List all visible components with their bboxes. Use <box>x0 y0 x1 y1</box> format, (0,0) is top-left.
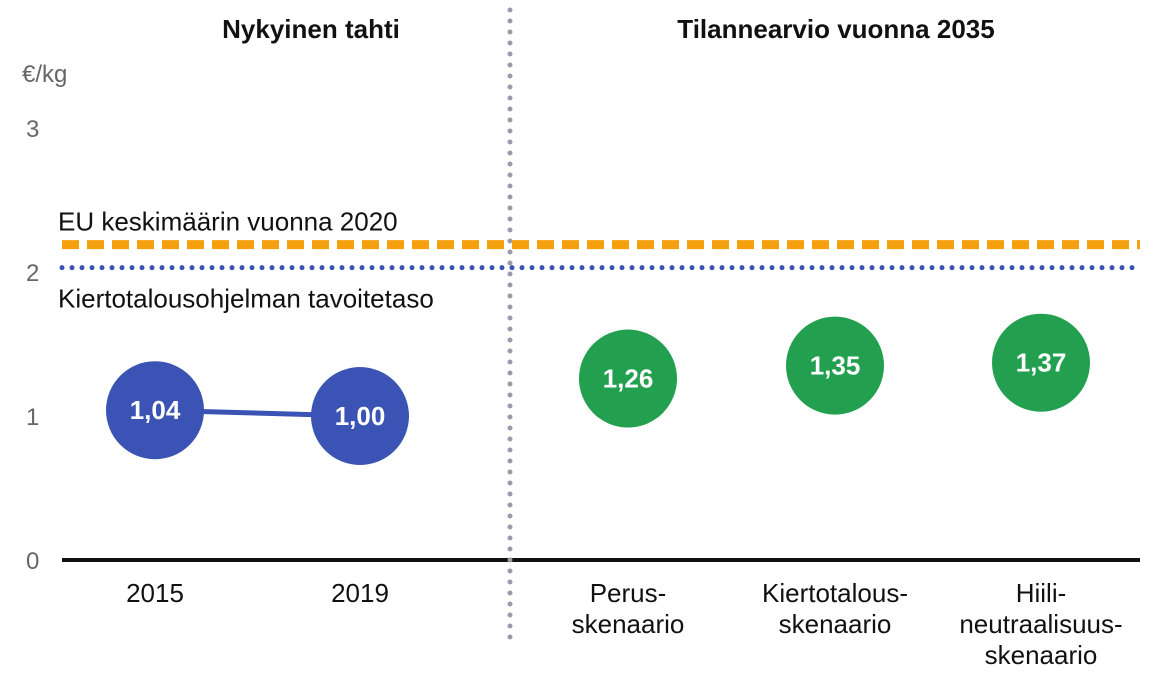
y-unit-label: €/kg <box>22 61 67 88</box>
x-tick-label: Kiertotalous- <box>762 578 908 608</box>
x-tick-label: skenaario <box>572 609 685 639</box>
data-label: 1,37 <box>1016 348 1067 378</box>
labels-layer: €/kg 0 1 2 3 Nykyinen tahti Tilannearvio vuonn… <box>22 14 1123 670</box>
y-tick-label: 3 <box>26 116 39 143</box>
panel-title: Nykyinen tahti <box>222 14 400 44</box>
target-level-label: Kiertotalousohjelman tavoitetaso <box>58 284 434 314</box>
data-point <box>992 313 1090 412</box>
data-point <box>786 316 884 415</box>
data-point <box>579 329 677 428</box>
axes-layer <box>62 7 1140 643</box>
data-label: 1,35 <box>810 351 861 381</box>
x-tick-label: skenaario <box>779 609 892 639</box>
y-tick-label: 2 <box>26 260 39 287</box>
panel-title: Tilannearvio vuonna 2035 <box>677 14 994 44</box>
data-point <box>311 367 409 465</box>
y-tick-label: 0 <box>26 548 39 575</box>
x-tick-label: 2019 <box>331 578 389 608</box>
x-tick-label: skenaario <box>985 640 1098 670</box>
reference-lines-layer <box>59 240 1143 271</box>
y-tick-label: 1 <box>26 404 39 431</box>
x-tick-label: 2015 <box>126 578 184 608</box>
x-tick-label: Perus- <box>590 578 667 608</box>
x-tick-label: neutraalisuus- <box>959 609 1122 639</box>
data-marks-layer <box>106 313 1090 465</box>
data-label: 1,00 <box>335 401 386 431</box>
data-label: 1,26 <box>603 364 654 394</box>
eu-average-label: EU keskimäärin vuonna 2020 <box>58 207 398 237</box>
data-label: 1,04 <box>130 395 181 425</box>
x-tick-label: Hiili- <box>1016 578 1067 608</box>
data-point <box>106 361 204 460</box>
